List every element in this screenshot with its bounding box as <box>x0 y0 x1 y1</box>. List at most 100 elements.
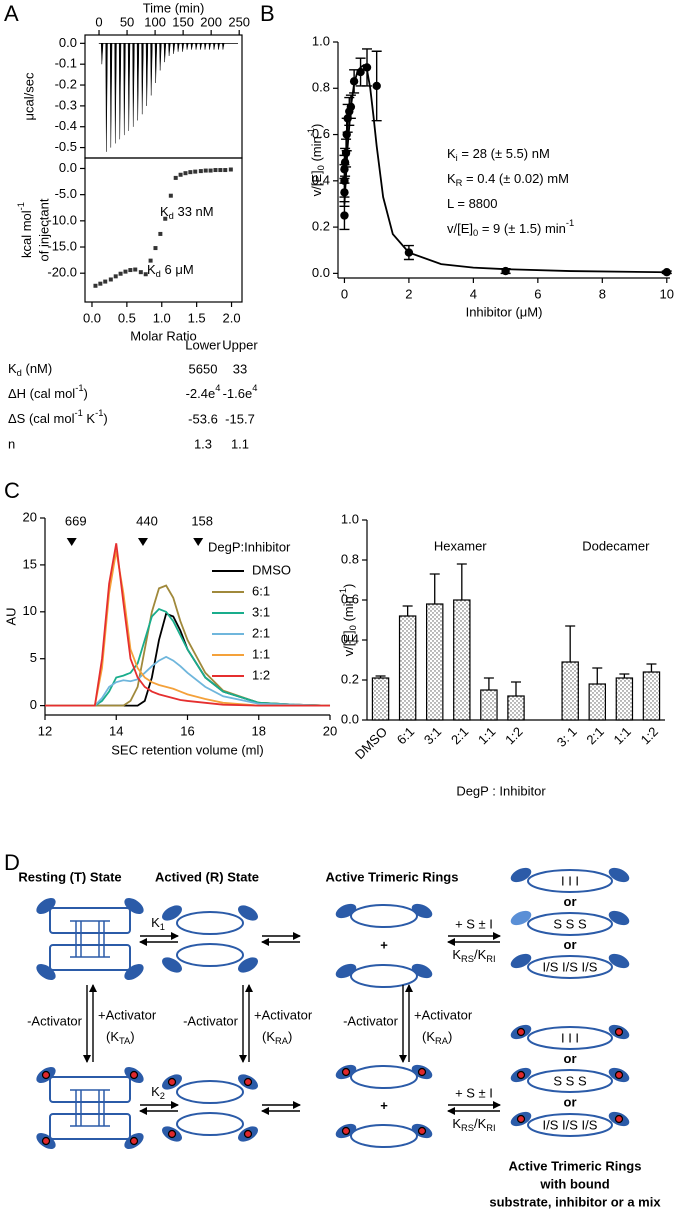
fit-curve <box>343 63 667 274</box>
injection-peak <box>163 43 167 63</box>
y-tick-label: 0.0 <box>341 711 359 726</box>
x-axis-title: DegP : Inhibitor <box>456 783 546 798</box>
y-axis-title-part: 0 <box>316 165 326 170</box>
y-tick-label: 5 <box>30 650 37 665</box>
y-axis-title-part: (min <box>341 596 356 625</box>
subunit-domain <box>335 903 357 919</box>
y-axis-title-part: 0 <box>348 625 358 630</box>
rate-constant-part: RS <box>461 1123 474 1133</box>
y-tick-label: 0.0 <box>59 35 77 50</box>
legend-title: DegP:Inhibitor <box>208 539 291 554</box>
size-marker-label: 158 <box>191 513 213 528</box>
x-tick-label: 20 <box>323 723 337 738</box>
data-point <box>340 211 349 220</box>
table-header: Upper <box>222 337 258 352</box>
equilibrium-constant: (KRA) <box>262 1029 292 1046</box>
x-tick-label: 16 <box>180 723 194 738</box>
data-point <box>143 272 148 277</box>
rate-constant-part: 2 <box>160 1091 165 1101</box>
y-tick-label: -0.4 <box>55 118 77 133</box>
y-tick-label: 0.4 <box>312 172 330 187</box>
sec-trace <box>45 655 331 707</box>
data-point <box>173 175 178 180</box>
equilibrium-constant-part: (K <box>422 1029 435 1044</box>
legend-label: 6:1 <box>252 583 270 598</box>
y-tick-label: -15.0 <box>47 238 77 253</box>
x-axis-title: Inhibitor (μM) <box>466 304 543 319</box>
bound-activator <box>341 1067 351 1077</box>
x-tick-label: 3: 1 <box>554 724 580 750</box>
y-axis-title-part: v/[E] <box>309 170 324 196</box>
error-bar <box>375 675 386 678</box>
injection-peak <box>172 43 176 54</box>
y-axis-title-part: -1 <box>16 202 26 210</box>
data-point <box>153 246 158 251</box>
bound-activator <box>243 1077 253 1087</box>
rate-constant: KRS/KRI <box>452 947 495 964</box>
bound-activator <box>417 1067 427 1077</box>
x-tick-label: 6 <box>534 286 541 301</box>
y-tick-label: 0.8 <box>312 80 330 95</box>
or-label: or <box>564 937 577 952</box>
x-tick-label: 1:2 <box>502 724 525 747</box>
rate-constant-part: RS <box>461 954 474 964</box>
annotation: Kd 33 nM <box>160 204 214 221</box>
injection-peak <box>190 43 194 50</box>
data-point <box>501 266 510 276</box>
y-axis-title: v/[E]0 (min-1) <box>338 584 358 657</box>
annotation-part: L = 8800 <box>447 196 497 211</box>
state-heading: Resting (T) State <box>18 869 121 884</box>
or-label: or <box>564 894 577 909</box>
equilibrium-constant-part: ) <box>288 1029 292 1044</box>
x-tick-label: 12 <box>38 723 52 738</box>
rate-constant-part: K <box>151 1084 160 1099</box>
subunit-domain <box>510 953 532 969</box>
equilibrium-constant-part: TA <box>119 1036 131 1046</box>
ring-contents: S S S <box>553 916 587 931</box>
y-axis-title: AU <box>3 607 18 625</box>
injection-peak <box>114 43 117 144</box>
annotation-part: d <box>169 211 174 221</box>
injection-peak <box>195 43 198 50</box>
annotation-part: v/[E] <box>447 221 473 236</box>
data-point <box>133 267 138 272</box>
table-row-label: Kd (nM) <box>8 361 52 378</box>
x-axis-title: Time (min) <box>143 0 205 15</box>
table-row-label-part: (nM) <box>22 361 52 376</box>
data-point <box>178 172 183 177</box>
size-marker-label: 440 <box>136 513 158 528</box>
x-tick-label: 150 <box>172 14 194 29</box>
rate-constant: KRS/KRI <box>452 1116 495 1133</box>
annotation-part: = 0.4 (± 0.02) mM <box>462 171 568 186</box>
x-tick-label: 2:1 <box>583 724 606 747</box>
data-point <box>193 169 198 174</box>
y-axis-title-part: -1 <box>306 128 316 136</box>
y-tick-label: 1.0 <box>341 511 359 526</box>
size-marker <box>193 538 204 546</box>
y-tick-label: -10.0 <box>47 212 77 227</box>
bound-activator <box>341 1126 351 1136</box>
table-cell-part: 4 <box>215 383 220 393</box>
data-point <box>183 171 188 176</box>
x-tick-label: 1:1 <box>611 724 634 747</box>
x-tick-label: 250 <box>228 14 250 29</box>
data-point <box>203 168 208 173</box>
protease-ring <box>527 1026 613 1050</box>
caption: substrate, inhibitor or a mix <box>489 1194 661 1209</box>
activator-label: +Activator <box>254 1007 313 1022</box>
bar <box>371 677 390 721</box>
x-tick-label: 1.5 <box>188 310 206 325</box>
protease-ring <box>350 1124 418 1148</box>
legend-label: 1:2 <box>252 667 270 682</box>
annotation-part: 33 nM <box>174 204 214 219</box>
group-label: Hexamer <box>434 538 487 553</box>
injection-peak <box>145 43 149 106</box>
y-tick-label: -0.2 <box>55 76 77 91</box>
y-tick-label: 0.6 <box>312 126 330 141</box>
sec-trace <box>45 612 331 707</box>
y-tick-label: 0.0 <box>312 265 330 280</box>
data-point <box>113 274 118 279</box>
injection-peak <box>141 43 144 115</box>
data-point <box>340 158 350 167</box>
ligand-label: + S ± I <box>455 916 493 931</box>
